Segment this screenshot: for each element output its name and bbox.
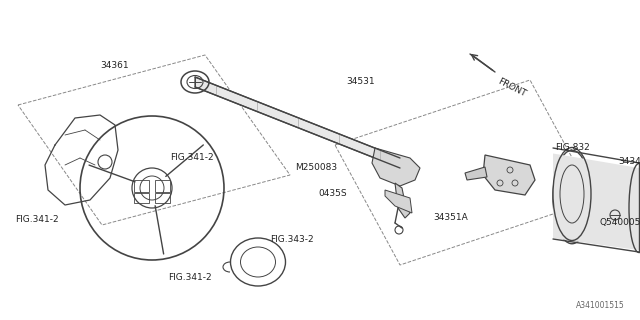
Text: 34531: 34531 xyxy=(346,77,374,86)
Text: 34341: 34341 xyxy=(618,157,640,166)
Text: 0435S: 0435S xyxy=(318,188,347,197)
Text: Q540005: Q540005 xyxy=(600,219,640,228)
Text: 34351A: 34351A xyxy=(433,213,468,222)
Text: A341001515: A341001515 xyxy=(576,301,625,310)
Bar xyxy=(155,180,170,192)
Polygon shape xyxy=(372,148,420,186)
Text: FIG.341-2: FIG.341-2 xyxy=(15,215,59,225)
Polygon shape xyxy=(195,77,400,168)
Polygon shape xyxy=(395,183,410,218)
Text: FIG.341-2: FIG.341-2 xyxy=(168,274,212,283)
Polygon shape xyxy=(465,167,487,180)
Text: 34361: 34361 xyxy=(100,60,129,69)
Polygon shape xyxy=(483,155,535,195)
Text: FIG.832: FIG.832 xyxy=(555,143,589,153)
Text: M250083: M250083 xyxy=(295,164,337,172)
Bar xyxy=(155,193,170,203)
Text: FIG.341-2: FIG.341-2 xyxy=(170,154,214,163)
Bar xyxy=(134,193,149,203)
Text: FRONT: FRONT xyxy=(496,77,527,99)
Polygon shape xyxy=(553,154,640,251)
Bar xyxy=(134,180,149,192)
Polygon shape xyxy=(385,190,412,213)
Text: FIG.343-2: FIG.343-2 xyxy=(270,236,314,244)
